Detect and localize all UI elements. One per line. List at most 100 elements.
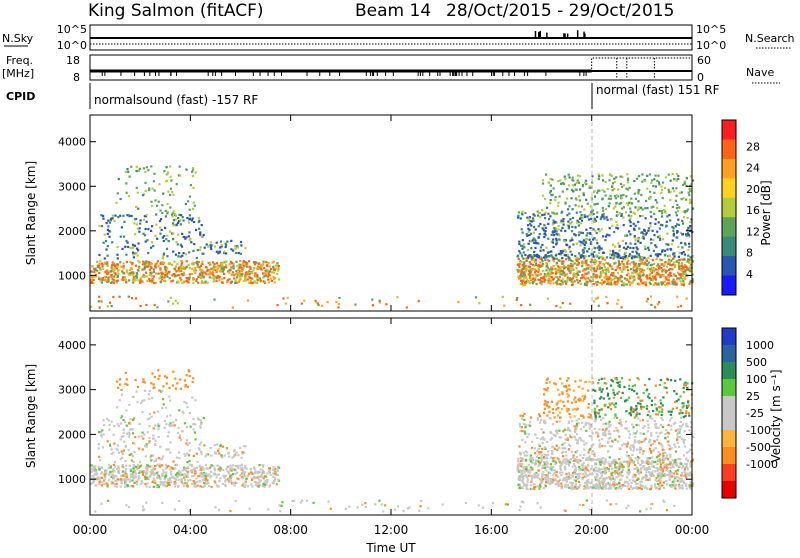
echo-cell xyxy=(126,476,128,478)
echo-cell xyxy=(199,425,201,427)
echo-cell xyxy=(549,478,551,480)
echo-cell xyxy=(156,472,158,474)
echo-cell xyxy=(140,402,142,404)
echo-cell xyxy=(533,226,535,228)
echo-cell xyxy=(521,213,523,215)
echo-cell xyxy=(553,265,555,267)
echo-cell xyxy=(181,474,183,476)
power-y-label: Slant Range [km] xyxy=(24,161,38,265)
echo-cell xyxy=(124,276,126,278)
echo-cell xyxy=(636,178,638,180)
echo-cell xyxy=(569,246,571,248)
echo-cell xyxy=(605,181,607,183)
echo-cell xyxy=(133,256,135,258)
echo-cell xyxy=(188,370,190,372)
echo-cell xyxy=(193,221,195,223)
echo-cell xyxy=(175,478,177,480)
echo-cell xyxy=(629,242,631,244)
echo-cell xyxy=(672,173,674,175)
echo-cell xyxy=(127,485,129,487)
echo-cell xyxy=(225,246,227,248)
echo-cell xyxy=(602,485,604,487)
echo-cell xyxy=(172,421,174,423)
echo-cell xyxy=(177,302,179,304)
echo-cell xyxy=(603,191,605,193)
echo-cell xyxy=(130,470,132,472)
echo-cell xyxy=(601,228,603,230)
echo-cell xyxy=(268,281,270,283)
echo-cell xyxy=(619,461,621,463)
echo-cell xyxy=(545,247,547,249)
echo-cell xyxy=(650,255,652,257)
echo-cell xyxy=(651,460,653,462)
echo-cell xyxy=(671,264,673,266)
echo-cell xyxy=(680,242,682,244)
echo-cell xyxy=(661,189,663,191)
echo-cell xyxy=(532,239,534,241)
echo-cell xyxy=(139,470,141,472)
echo-cell xyxy=(647,298,649,300)
echo-cell xyxy=(215,453,217,455)
echo-cell xyxy=(687,209,689,211)
echo-cell xyxy=(666,483,668,485)
echo-cell xyxy=(672,481,674,483)
echo-cell xyxy=(175,300,177,302)
echo-cell xyxy=(600,218,602,220)
echo-cell xyxy=(658,210,660,212)
echo-cell xyxy=(262,469,264,471)
echo-cell xyxy=(150,272,152,274)
echo-cell xyxy=(663,459,665,461)
echo-cell xyxy=(631,275,633,277)
echo-cell xyxy=(586,281,588,283)
echo-cell xyxy=(201,476,203,478)
echo-cell xyxy=(214,481,216,483)
echo-cell xyxy=(535,459,537,461)
echo-cell xyxy=(657,470,659,472)
echo-cell xyxy=(606,283,608,285)
echo-cell xyxy=(224,484,226,486)
echo-cell xyxy=(549,178,551,180)
echo-cell xyxy=(265,270,267,272)
echo-cell xyxy=(117,216,119,218)
echo-cell xyxy=(130,476,132,478)
echo-cell xyxy=(121,394,123,396)
echo-cell xyxy=(675,470,677,472)
echo-cell xyxy=(165,407,167,409)
echo-cell xyxy=(182,216,184,218)
echo-cell xyxy=(676,296,678,298)
echo-cell xyxy=(179,471,181,473)
echo-cell xyxy=(557,272,559,274)
echo-cell xyxy=(579,280,581,282)
echo-cell xyxy=(183,252,185,254)
echo-cell xyxy=(161,272,163,274)
echo-cell xyxy=(125,468,127,470)
echo-cell xyxy=(579,211,581,213)
echo-cell xyxy=(650,295,652,297)
echo-cell xyxy=(562,302,564,304)
echo-cell xyxy=(222,483,224,485)
echo-cell xyxy=(117,246,119,248)
echo-cell xyxy=(622,194,624,196)
echo-cell xyxy=(578,477,580,479)
echo-cell xyxy=(608,179,610,181)
echo-cell xyxy=(186,426,188,428)
echo-cell xyxy=(598,252,600,254)
echo-cell xyxy=(191,219,193,221)
echo-cell xyxy=(269,265,271,267)
echo-cell xyxy=(90,279,92,281)
echo-cell xyxy=(104,276,106,278)
echo-cell xyxy=(631,459,633,461)
echo-cell xyxy=(166,382,168,384)
echo-cell xyxy=(315,301,317,303)
echo-cell xyxy=(646,278,648,280)
echo-cell xyxy=(274,281,276,283)
echo-cell xyxy=(122,475,124,477)
echo-cell xyxy=(265,261,267,263)
echo-cell xyxy=(150,471,152,473)
echo-cell xyxy=(268,262,270,264)
echo-cell xyxy=(155,199,157,201)
echo-cell xyxy=(616,303,618,305)
echo-cell xyxy=(569,303,571,305)
echo-cell xyxy=(615,176,617,178)
echo-cell xyxy=(215,266,217,268)
